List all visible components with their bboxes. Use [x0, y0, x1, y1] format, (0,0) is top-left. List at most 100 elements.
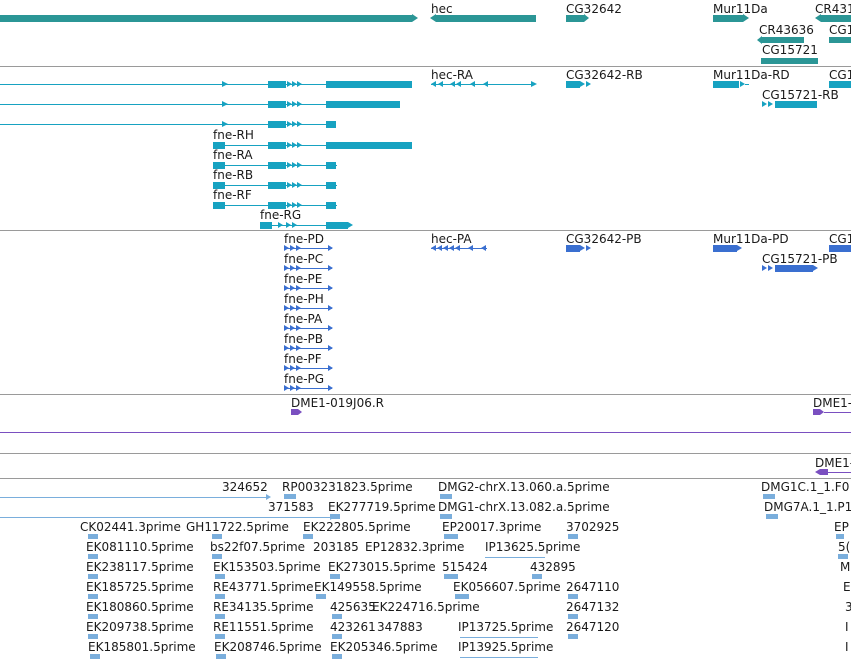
gene-cg1-bar[interactable] [829, 37, 851, 43]
protein-exon[interactable] [713, 245, 737, 252]
est-mark[interactable] [316, 594, 326, 599]
est-mark[interactable] [215, 574, 225, 579]
transcript-exon[interactable] [326, 202, 336, 209]
protein-arrow [328, 305, 333, 311]
est-mark[interactable] [568, 614, 578, 619]
transcript-exon[interactable] [326, 81, 412, 88]
gene-cg15721-bar[interactable] [761, 58, 818, 64]
est-mark[interactable] [215, 594, 225, 599]
est-label: 515424 [442, 560, 488, 574]
est-label: 423261 [330, 620, 376, 634]
track-separator [0, 230, 851, 231]
transcript-exon[interactable] [713, 81, 739, 88]
transcript-exon-arrow [580, 81, 585, 87]
protein-intron [284, 368, 332, 369]
gene-hec-bar[interactable] [436, 15, 536, 22]
protein-arrow [284, 345, 289, 351]
transcript-exon[interactable] [268, 101, 286, 108]
est-label: EK153503.5prime [213, 560, 321, 574]
track-separator [0, 453, 851, 454]
transcript-exon[interactable] [268, 202, 286, 209]
est-mark[interactable] [88, 614, 98, 619]
transcript-exon[interactable] [326, 182, 336, 189]
protein-arrow [290, 385, 295, 391]
transcript-exon-arrow [297, 101, 302, 107]
transcript-exon[interactable] [268, 142, 286, 149]
est-mark[interactable] [444, 534, 458, 539]
est-mark[interactable] [303, 534, 313, 539]
est-mark[interactable] [332, 654, 342, 659]
est-mark[interactable] [88, 574, 98, 579]
protein-arrow [284, 325, 289, 331]
transcript-exon[interactable] [326, 142, 412, 149]
est-mark[interactable] [766, 514, 778, 519]
track-separator [0, 66, 851, 67]
est-mark[interactable] [568, 534, 578, 539]
protein-arrow [455, 245, 460, 251]
est-mark[interactable] [88, 634, 98, 639]
est-mark[interactable] [332, 614, 342, 619]
transcript-exon[interactable] [213, 142, 225, 149]
transcript-exon[interactable] [829, 81, 851, 88]
est-mark[interactable] [284, 494, 296, 499]
transcript-exon[interactable] [268, 182, 286, 189]
est-mark[interactable] [330, 574, 340, 579]
est-mark[interactable] [212, 534, 222, 539]
transcript-exon[interactable] [268, 162, 286, 169]
protein-exon[interactable] [775, 265, 813, 272]
probe-mark[interactable] [291, 409, 298, 415]
transcript-exon-arrow [740, 81, 745, 87]
est-mark[interactable] [330, 514, 340, 519]
transcript-exon[interactable] [326, 162, 336, 169]
est-mark[interactable] [838, 554, 848, 559]
est-mark[interactable] [216, 654, 226, 659]
protein-arrow [296, 265, 301, 271]
est-mark[interactable] [215, 614, 225, 619]
transcript-exon[interactable] [213, 162, 225, 169]
est-mark[interactable] [440, 494, 452, 499]
est-mark[interactable] [212, 554, 222, 559]
est-mark[interactable] [90, 654, 100, 659]
transcript-exon[interactable] [326, 222, 348, 229]
est-mark[interactable] [215, 634, 225, 639]
transcript-exon[interactable] [326, 121, 336, 128]
probe-mark[interactable] [813, 409, 820, 415]
transcript-exon[interactable] [213, 202, 225, 209]
est-mark[interactable] [88, 554, 98, 559]
transcript-exon[interactable] [260, 222, 272, 229]
est-mark[interactable] [568, 634, 578, 639]
transcript-exon[interactable] [775, 101, 817, 108]
est-mark[interactable] [532, 574, 542, 579]
gene-cg32642-bar[interactable] [566, 15, 584, 22]
est-mark[interactable] [455, 594, 469, 599]
est-mark[interactable] [568, 594, 578, 599]
gene-cr43636-arrow [757, 36, 762, 44]
transcript-exon[interactable] [268, 121, 286, 128]
protein-exon[interactable] [566, 245, 580, 252]
transcript-intron [0, 84, 330, 85]
est-mark[interactable] [88, 534, 98, 539]
transcript-exon-arrow [456, 81, 461, 87]
gene-fne-bar[interactable] [0, 15, 412, 22]
transcript-exon-arrow [292, 182, 297, 188]
est-mark[interactable] [332, 634, 342, 639]
transcript-intron [260, 225, 350, 226]
transcript-exon[interactable] [213, 182, 225, 189]
gene-cr431-bar[interactable] [821, 15, 851, 22]
gene-label-mur11da: Mur11Da [713, 2, 768, 16]
est-mark[interactable] [88, 594, 98, 599]
transcript-exon[interactable] [268, 81, 286, 88]
est-mark[interactable] [440, 514, 452, 519]
est-mark[interactable] [763, 494, 775, 499]
gene-cr43636-bar[interactable] [762, 37, 804, 43]
protein-exon[interactable] [829, 245, 851, 252]
est-mark[interactable] [444, 574, 458, 579]
gene-mur11da-bar[interactable] [713, 15, 743, 22]
est-label: I [845, 640, 849, 654]
protein-label-cg15721-pb: CG15721-PB [762, 252, 838, 266]
probe-mark[interactable] [820, 469, 828, 475]
est-mark[interactable] [836, 534, 844, 539]
transcript-exon[interactable] [566, 81, 580, 88]
transcript-exon[interactable] [326, 101, 400, 108]
